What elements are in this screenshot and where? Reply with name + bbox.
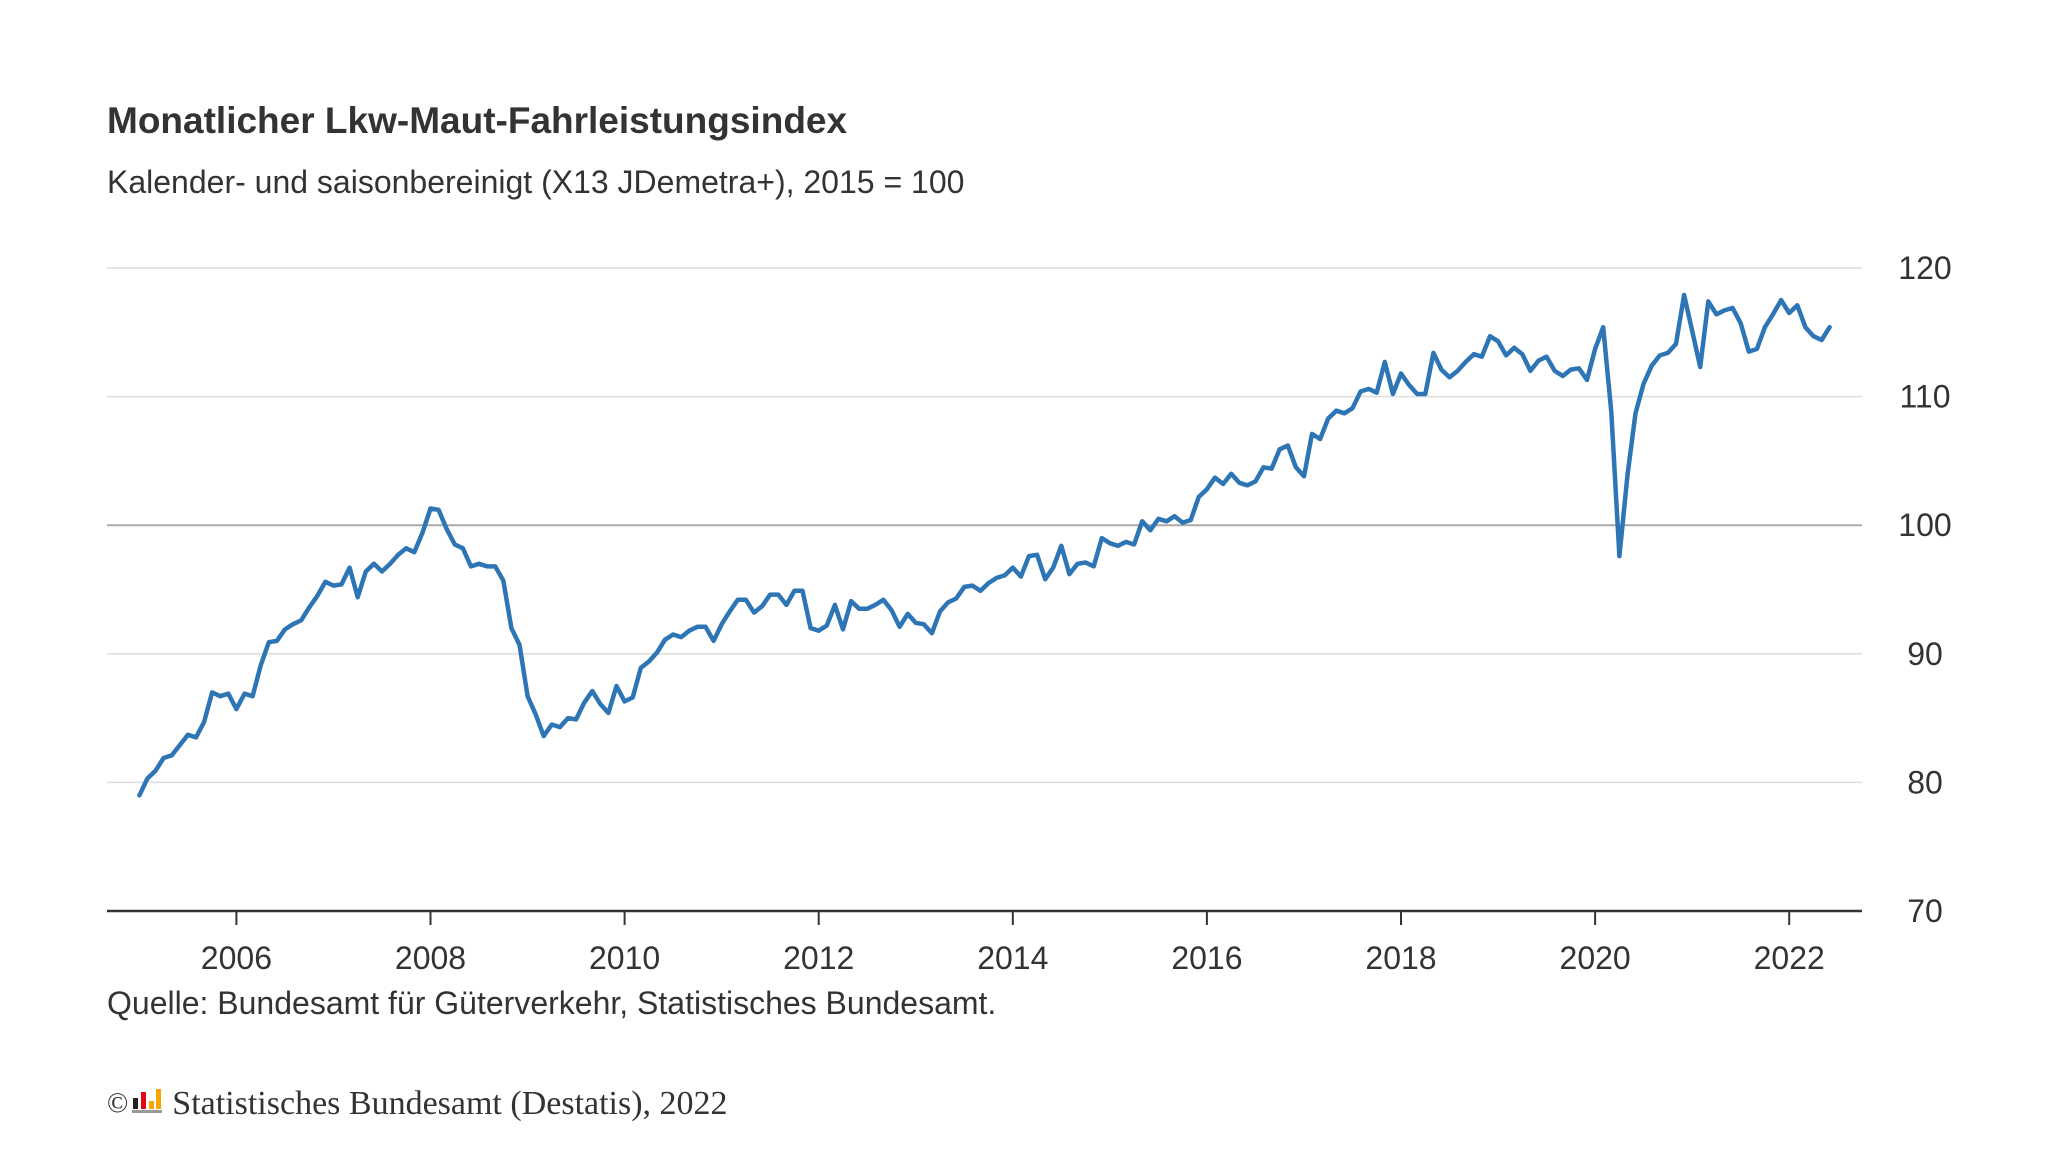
x-tick-label: 2012 — [783, 940, 854, 976]
y-axis: 70 80 90 100 110 120 — [1898, 250, 1951, 929]
x-tick-label: 2016 — [1171, 940, 1242, 976]
source-note: Quelle: Bundesamt für Güterverkehr, Stat… — [107, 985, 997, 1021]
y-tick-label: 80 — [1907, 764, 1943, 800]
x-tick-label: 2014 — [977, 940, 1048, 976]
x-tick-label: 2022 — [1754, 940, 1825, 976]
y-tick-label: 90 — [1907, 636, 1943, 672]
y-tick-label: 110 — [1899, 379, 1950, 415]
x-tick-label: 2006 — [201, 940, 272, 976]
x-tick-label: 2010 — [589, 940, 660, 976]
y-tick-label: 70 — [1907, 893, 1943, 929]
gridlines — [107, 267, 1862, 784]
series-layer — [137, 292, 1832, 798]
x-tick-label: 2018 — [1365, 940, 1436, 976]
copyright-text: Statistisches Bundesamt (Destatis), 2022 — [172, 1085, 728, 1122]
footer: © Statistisches Bundesamt (Destatis), 20… — [107, 1085, 728, 1123]
chart-title: Monatlicher Lkw-Maut-Fahrleistungsindex — [107, 100, 848, 141]
x-tick-label: 2020 — [1560, 940, 1631, 976]
destatis-logo-icon — [132, 1085, 163, 1123]
copyright-symbol: © — [107, 1088, 129, 1119]
series-line — [137, 292, 1832, 798]
y-tick-label: 100 — [1898, 507, 1951, 543]
x-axis: 2006 2008 2010 2012 2014 2016 2018 2020 2022 — [107, 909, 1862, 976]
x-tick-label: 2008 — [395, 940, 466, 976]
chart-subtitle: Kalender- und saisonbereinigt (X13 JDeme… — [107, 164, 965, 200]
y-tick-label: 120 — [1898, 250, 1951, 286]
